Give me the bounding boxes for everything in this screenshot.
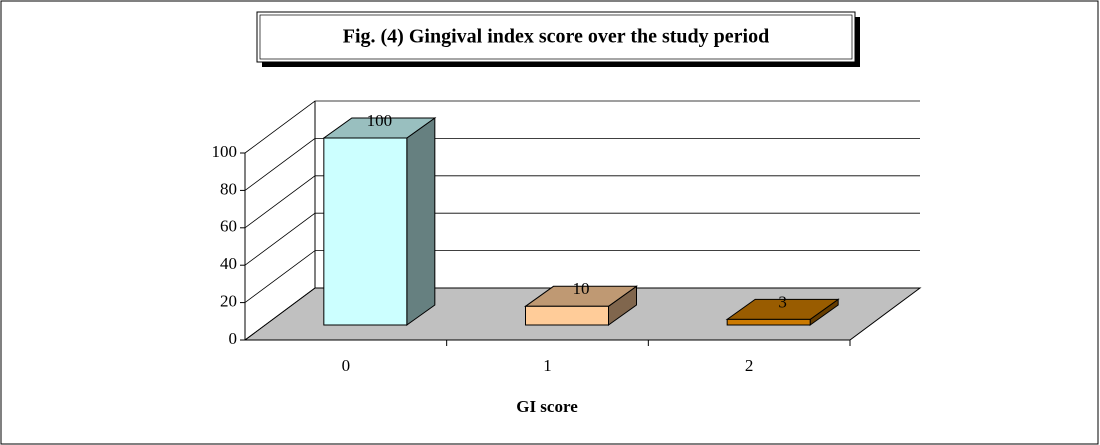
grid-line xyxy=(244,212,920,266)
bar xyxy=(323,137,408,326)
y-tick-label: 60 xyxy=(220,217,237,236)
value-label: 10 xyxy=(573,279,590,298)
x-tick-label: 0 xyxy=(342,356,351,375)
grid-line xyxy=(244,100,920,154)
chart-title: Fig. (4) Gingival index score over the s… xyxy=(343,26,769,48)
bar xyxy=(726,318,811,326)
y-tick-label: 20 xyxy=(220,292,237,311)
value-label: 100 xyxy=(367,111,393,130)
x-tick-label: 2 xyxy=(745,356,754,375)
grid-line xyxy=(244,250,920,303)
grid-line xyxy=(244,175,920,229)
title-box-inner xyxy=(259,14,853,60)
title-box xyxy=(256,11,856,63)
grid-line xyxy=(244,137,920,191)
x-tick-label: 1 xyxy=(543,356,552,375)
y-tick-label: 100 xyxy=(212,142,238,161)
grid-line xyxy=(244,287,920,341)
x-axis-title: GI score xyxy=(516,397,578,416)
bar-side xyxy=(406,117,436,326)
y-tick-label: 80 xyxy=(220,179,237,198)
bar xyxy=(525,305,609,326)
value-label: 3 xyxy=(778,292,787,311)
y-tick-label: 40 xyxy=(220,254,237,273)
y-tick-label: 0 xyxy=(229,329,238,348)
